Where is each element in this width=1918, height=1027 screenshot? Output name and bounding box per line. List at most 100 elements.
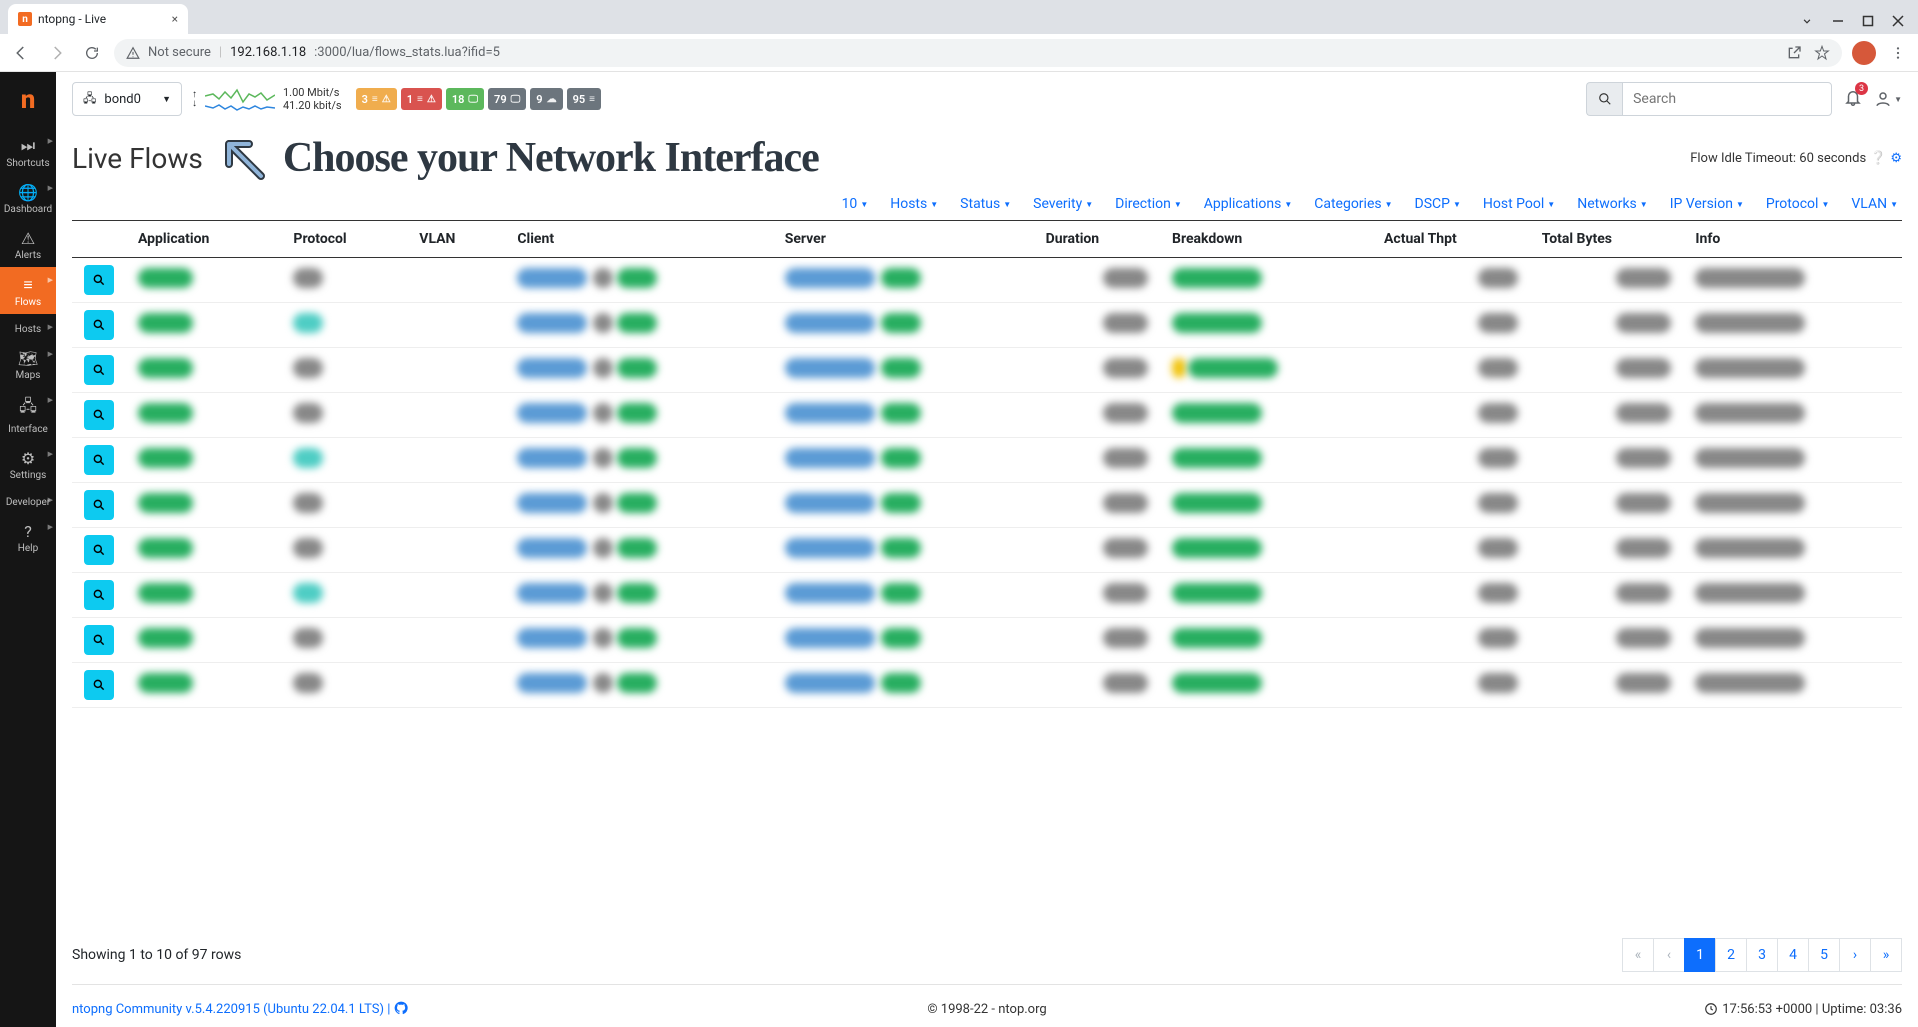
page-button[interactable]: 4	[1777, 938, 1809, 972]
column-header[interactable]: Breakdown	[1160, 221, 1372, 258]
page-button[interactable]: 5	[1808, 938, 1840, 972]
interface-dropdown[interactable]: 🖧 bond0 ▼	[72, 82, 182, 116]
search-button[interactable]	[1586, 82, 1622, 116]
sidebar-icon: ⏭	[21, 136, 35, 156]
browser-tab[interactable]: n ntopng - Live ×	[8, 4, 188, 34]
filter-categories[interactable]: Categories▼	[1314, 196, 1392, 212]
search-input[interactable]	[1622, 82, 1832, 116]
search-icon	[1598, 92, 1612, 106]
table-row	[72, 393, 1902, 438]
inspect-button[interactable]	[84, 400, 114, 430]
inspect-button[interactable]	[84, 670, 114, 700]
inspect-button[interactable]	[84, 265, 114, 295]
logo[interactable]: n	[0, 72, 56, 128]
sidebar-item-developer[interactable]: Developer▶	[0, 487, 56, 514]
column-header[interactable]: Client	[505, 221, 772, 258]
user-menu[interactable]: ▼	[1874, 90, 1902, 108]
back-icon[interactable]	[8, 40, 34, 66]
page-button[interactable]: 1	[1684, 938, 1716, 972]
caret-icon: ▶	[48, 450, 53, 458]
caret-down-icon: ▼	[1085, 200, 1093, 209]
star-icon[interactable]	[1814, 45, 1830, 61]
sidebar-item-interface[interactable]: 🖧Interface▶	[0, 387, 56, 441]
page-button[interactable]: »	[1870, 938, 1902, 972]
sidebar-label: Developer	[6, 497, 50, 508]
column-header[interactable]: Application	[126, 221, 281, 258]
column-header[interactable]: Duration	[1034, 221, 1160, 258]
inspect-button[interactable]	[84, 310, 114, 340]
sidebar-icon: ≡	[23, 275, 32, 295]
column-header[interactable]: Protocol	[281, 221, 407, 258]
sidebar-label: Dashboard	[4, 204, 52, 215]
filter-networks[interactable]: Networks▼	[1577, 196, 1647, 212]
filter-ip-version[interactable]: IP Version▼	[1670, 196, 1744, 212]
table-row	[72, 528, 1902, 573]
page-button: ‹	[1653, 938, 1685, 972]
table-row	[72, 618, 1902, 663]
inspect-button[interactable]	[84, 625, 114, 655]
help-icon[interactable]: ❔	[1870, 151, 1886, 166]
sidebar-item-shortcuts[interactable]: ⏭Shortcuts▶	[0, 128, 56, 175]
filter-applications[interactable]: Applications▼	[1204, 196, 1292, 212]
caret-icon: ▶	[48, 350, 53, 358]
profile-avatar[interactable]	[1852, 41, 1876, 65]
filter-dscp[interactable]: DSCP▼	[1415, 196, 1461, 212]
sidebar-item-settings[interactable]: ⚙Settings▶	[0, 441, 56, 487]
filter-10[interactable]: 10▼	[842, 196, 869, 212]
filter-host-pool[interactable]: Host Pool▼	[1483, 196, 1555, 212]
inspect-button[interactable]	[84, 535, 114, 565]
sidebar-item-maps[interactable]: 🗺Maps▶	[0, 341, 56, 387]
status-badge[interactable]: 3≡⚠	[356, 88, 397, 110]
filter-hosts[interactable]: Hosts▼	[890, 196, 938, 212]
filter-severity[interactable]: Severity▼	[1033, 196, 1093, 212]
sidebar-item-alerts[interactable]: ⚠Alerts	[0, 221, 56, 267]
interface-name: bond0	[104, 92, 141, 107]
column-header[interactable]: Total Bytes	[1530, 221, 1684, 258]
filter-status[interactable]: Status▼	[960, 196, 1011, 212]
chevron-down-icon[interactable]	[1800, 14, 1814, 28]
page-button[interactable]: 3	[1746, 938, 1778, 972]
inspect-button[interactable]	[84, 490, 114, 520]
column-header[interactable]: Actual Thpt	[1372, 221, 1530, 258]
sidebar-icon: ⚙	[21, 449, 35, 468]
page-button[interactable]: ›	[1839, 938, 1871, 972]
filter-vlan[interactable]: VLAN▼	[1851, 196, 1898, 212]
forward-icon[interactable]	[44, 40, 70, 66]
filter-protocol[interactable]: Protocol▼	[1766, 196, 1830, 212]
close-window-icon[interactable]	[1892, 15, 1904, 27]
inspect-button[interactable]	[84, 580, 114, 610]
share-icon[interactable]	[1786, 45, 1802, 61]
url-divider: |	[219, 45, 222, 60]
column-header[interactable]: Server	[773, 221, 1034, 258]
search-box	[1586, 82, 1832, 116]
status-badge[interactable]: 18🖵	[446, 88, 484, 110]
close-icon[interactable]: ×	[172, 12, 178, 26]
column-header[interactable]: VLAN	[407, 221, 505, 258]
status-badge[interactable]: 95≡	[567, 88, 601, 110]
inspect-button[interactable]	[84, 355, 114, 385]
version-link[interactable]: ntopng Community v.5.4.220915 (Ubuntu 22…	[72, 1001, 408, 1017]
url-host: 192.168.1.18	[230, 45, 306, 60]
gear-icon[interactable]: ⚙	[1890, 151, 1902, 166]
maximize-icon[interactable]	[1862, 15, 1874, 27]
caret-down-icon: ▼	[1385, 200, 1393, 209]
column-header[interactable]: Info	[1683, 221, 1902, 258]
status-badge[interactable]: 9☁	[530, 88, 562, 110]
sidebar-item-dashboard[interactable]: 🌐Dashboard▶	[0, 175, 56, 221]
sidebar-item-help[interactable]: ?Help▶	[0, 514, 56, 560]
notifications-button[interactable]: 3	[1844, 88, 1862, 110]
kebab-icon[interactable]	[1886, 41, 1910, 65]
reload-icon[interactable]	[80, 41, 104, 65]
column-header[interactable]	[72, 221, 126, 258]
status-badge[interactable]: 79🖵	[488, 88, 526, 110]
sidebar-item-hosts[interactable]: Hosts▶	[0, 314, 56, 341]
sparkline-chart	[205, 84, 275, 114]
inspect-button[interactable]	[84, 445, 114, 475]
url-bar[interactable]: Not secure | 192.168.1.18:3000/lua/flows…	[114, 39, 1842, 67]
status-badge[interactable]: 1≡⚠	[401, 88, 442, 110]
filter-direction[interactable]: Direction▼	[1115, 196, 1182, 212]
page-button[interactable]: 2	[1715, 938, 1747, 972]
sidebar-item-flows[interactable]: ≡Flows▶	[0, 267, 56, 314]
minimize-icon[interactable]	[1832, 15, 1844, 27]
caret-icon: ▶	[48, 396, 53, 404]
